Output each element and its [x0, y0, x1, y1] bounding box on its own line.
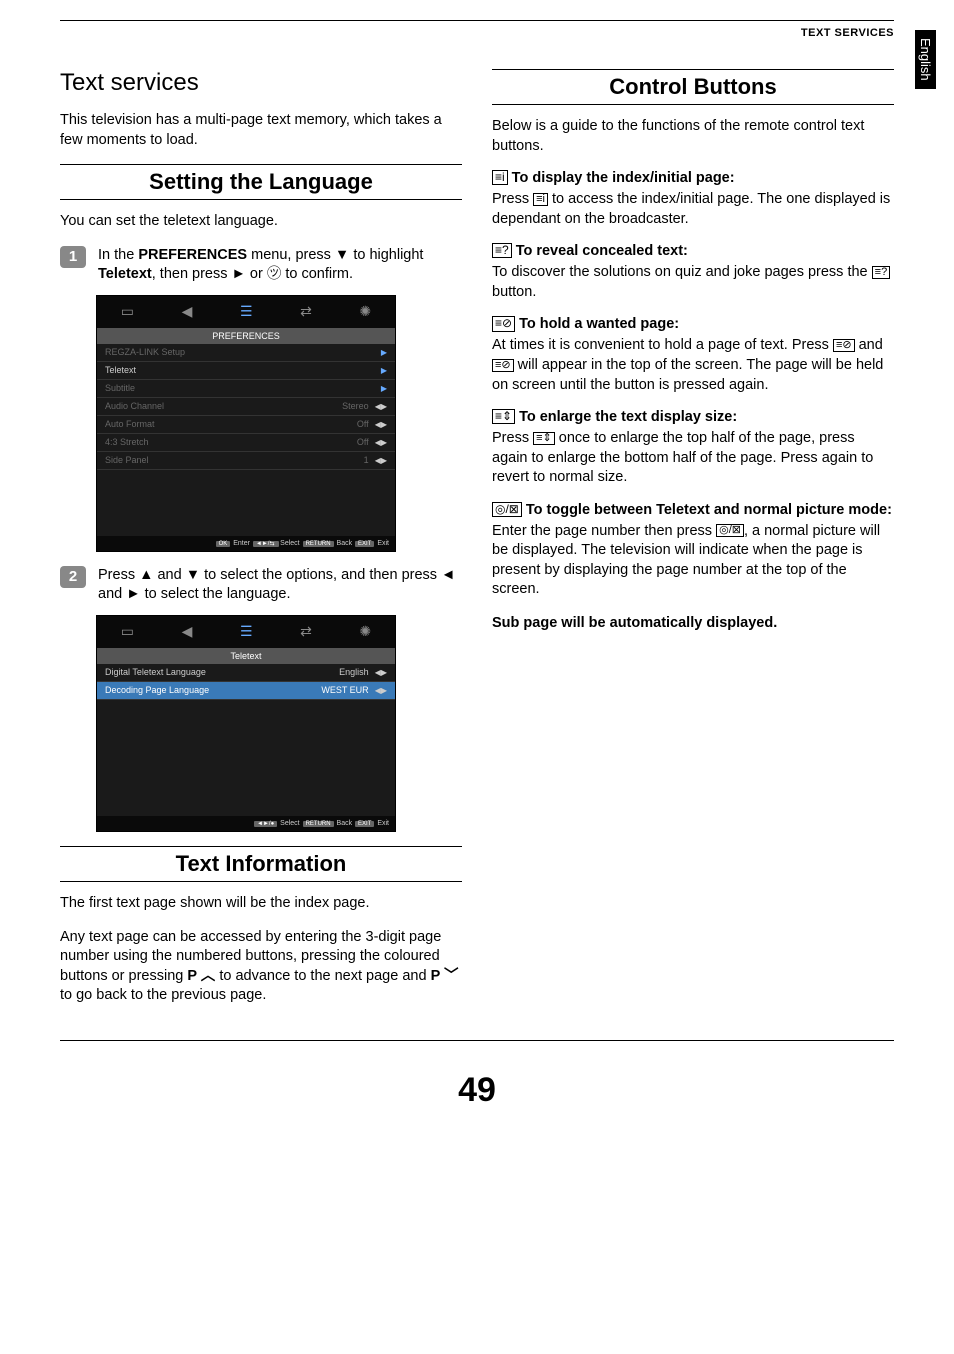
step-2-text: Press ▲ and ▼ to select the options, and…	[98, 566, 462, 605]
setting-lead: You can set the teletext language.	[60, 212, 462, 232]
menu-row: Side Panel1◀▶	[97, 452, 395, 470]
menu-row: Teletext▶	[97, 362, 395, 380]
text-info-p2: Any text page can be accessed by enterin…	[60, 928, 462, 1006]
control-item-body: Press ≡⇕ once to enlarge the top half of…	[492, 429, 894, 488]
tab-picture-icon: ▭	[121, 303, 134, 320]
text-info-p1: The first text page shown will be the in…	[60, 894, 462, 914]
intro-text: This television has a multi-page text me…	[60, 111, 462, 150]
section-control-buttons: Control Buttons	[492, 69, 894, 105]
control-item-heading: ≡?To reveal concealed text:	[492, 243, 894, 259]
menu-row: Digital Teletext LanguageEnglish◀▶	[97, 664, 395, 682]
tab-sound-icon: ◀	[182, 623, 193, 640]
tab-preferences-icon: ☰	[240, 623, 253, 640]
control-item-body: To discover the solutions on quiz and jo…	[492, 263, 894, 302]
step-number-icon: 1	[60, 246, 86, 268]
menu-row: REGZA-LINK Setup▶	[97, 344, 395, 362]
menu-row: 4:3 StretchOff◀▶	[97, 434, 395, 452]
control-item-body: At times it is convenient to hold a page…	[492, 336, 894, 395]
remote-button-icon: ≡i	[492, 170, 508, 185]
remote-button-icon: ≡⊘	[492, 316, 515, 331]
tab-settings-icon: ✺	[359, 623, 371, 640]
menu-row: Subtitle▶	[97, 380, 395, 398]
control-item-heading: ≡⇕To enlarge the text display size:	[492, 409, 894, 425]
subpage-note: Sub page will be automatically displayed…	[492, 614, 894, 634]
step-2: 2 Press ▲ and ▼ to select the options, a…	[60, 566, 462, 605]
tab-settings-icon: ✺	[359, 303, 371, 320]
remote-button-icon: ≡?	[872, 266, 891, 279]
footer-rule	[60, 1040, 894, 1041]
remote-button-icon: ◎/⊠	[492, 502, 522, 517]
remote-button-icon: ≡⊘	[492, 359, 514, 372]
control-item-body: Press ≡i to access the index/initial pag…	[492, 190, 894, 229]
control-lead: Below is a guide to the functions of the…	[492, 117, 894, 156]
section-setting-language: Setting the Language	[60, 164, 462, 200]
right-column: Control Buttons Below is a guide to the …	[492, 49, 894, 1020]
left-column: Text services This television has a mult…	[60, 49, 462, 1020]
tab-preferences-icon: ☰	[240, 303, 253, 320]
language-tab: English	[915, 30, 936, 89]
menu-footer: ◄►/● Select RETURN Back EXIT Exit	[97, 816, 395, 831]
remote-button-icon: ≡⇕	[492, 409, 515, 424]
menu-title: PREFERENCES	[97, 328, 395, 344]
menu-row: Decoding Page LanguageWEST EUR◀▶	[97, 682, 395, 700]
section-text-information: Text Information	[60, 846, 462, 882]
step-1: 1 In the PREFERENCES menu, press ▼ to hi…	[60, 246, 462, 285]
menu-row: Auto FormatOff◀▶	[97, 416, 395, 434]
page-number: 49	[60, 1071, 894, 1110]
control-item-body: Enter the page number then press ◎/⊠, a …	[492, 522, 894, 600]
menu-title: Teletext	[97, 648, 395, 664]
step-number-icon: 2	[60, 566, 86, 588]
menu-row: Audio ChannelStereo◀▶	[97, 398, 395, 416]
teletext-menu-screenshot: ▭ ◀ ☰ ⇄ ✺ Teletext Digital Teletext Lang…	[96, 615, 396, 832]
tab-setup-icon: ⇄	[300, 623, 312, 640]
remote-button-icon: ◎/⊠	[716, 524, 744, 537]
remote-button-icon: ≡⇕	[533, 432, 555, 445]
preferences-menu-screenshot: ▭ ◀ ☰ ⇄ ✺ PREFERENCES REGZA-LINK Setup▶T…	[96, 295, 396, 552]
header-category: TEXT SERVICES	[60, 27, 894, 39]
remote-button-icon: ≡⊘	[833, 339, 855, 352]
control-item-heading: ◎/⊠To toggle between Teletext and normal…	[492, 502, 894, 518]
tab-sound-icon: ◀	[182, 303, 193, 320]
step-1-text: In the PREFERENCES menu, press ▼ to high…	[98, 246, 462, 285]
tab-setup-icon: ⇄	[300, 303, 312, 320]
tab-picture-icon: ▭	[121, 623, 134, 640]
page-title: Text services	[60, 69, 462, 97]
menu-footer: OK Enter ◄►/⇆ Select RETURN Back EXIT Ex…	[97, 536, 395, 551]
control-item-heading: ≡⊘To hold a wanted page:	[492, 316, 894, 332]
remote-button-icon: ≡?	[492, 243, 512, 258]
remote-button-icon: ≡i	[533, 193, 548, 206]
control-item-heading: ≡iTo display the index/initial page:	[492, 170, 894, 186]
header-rule	[60, 20, 894, 21]
